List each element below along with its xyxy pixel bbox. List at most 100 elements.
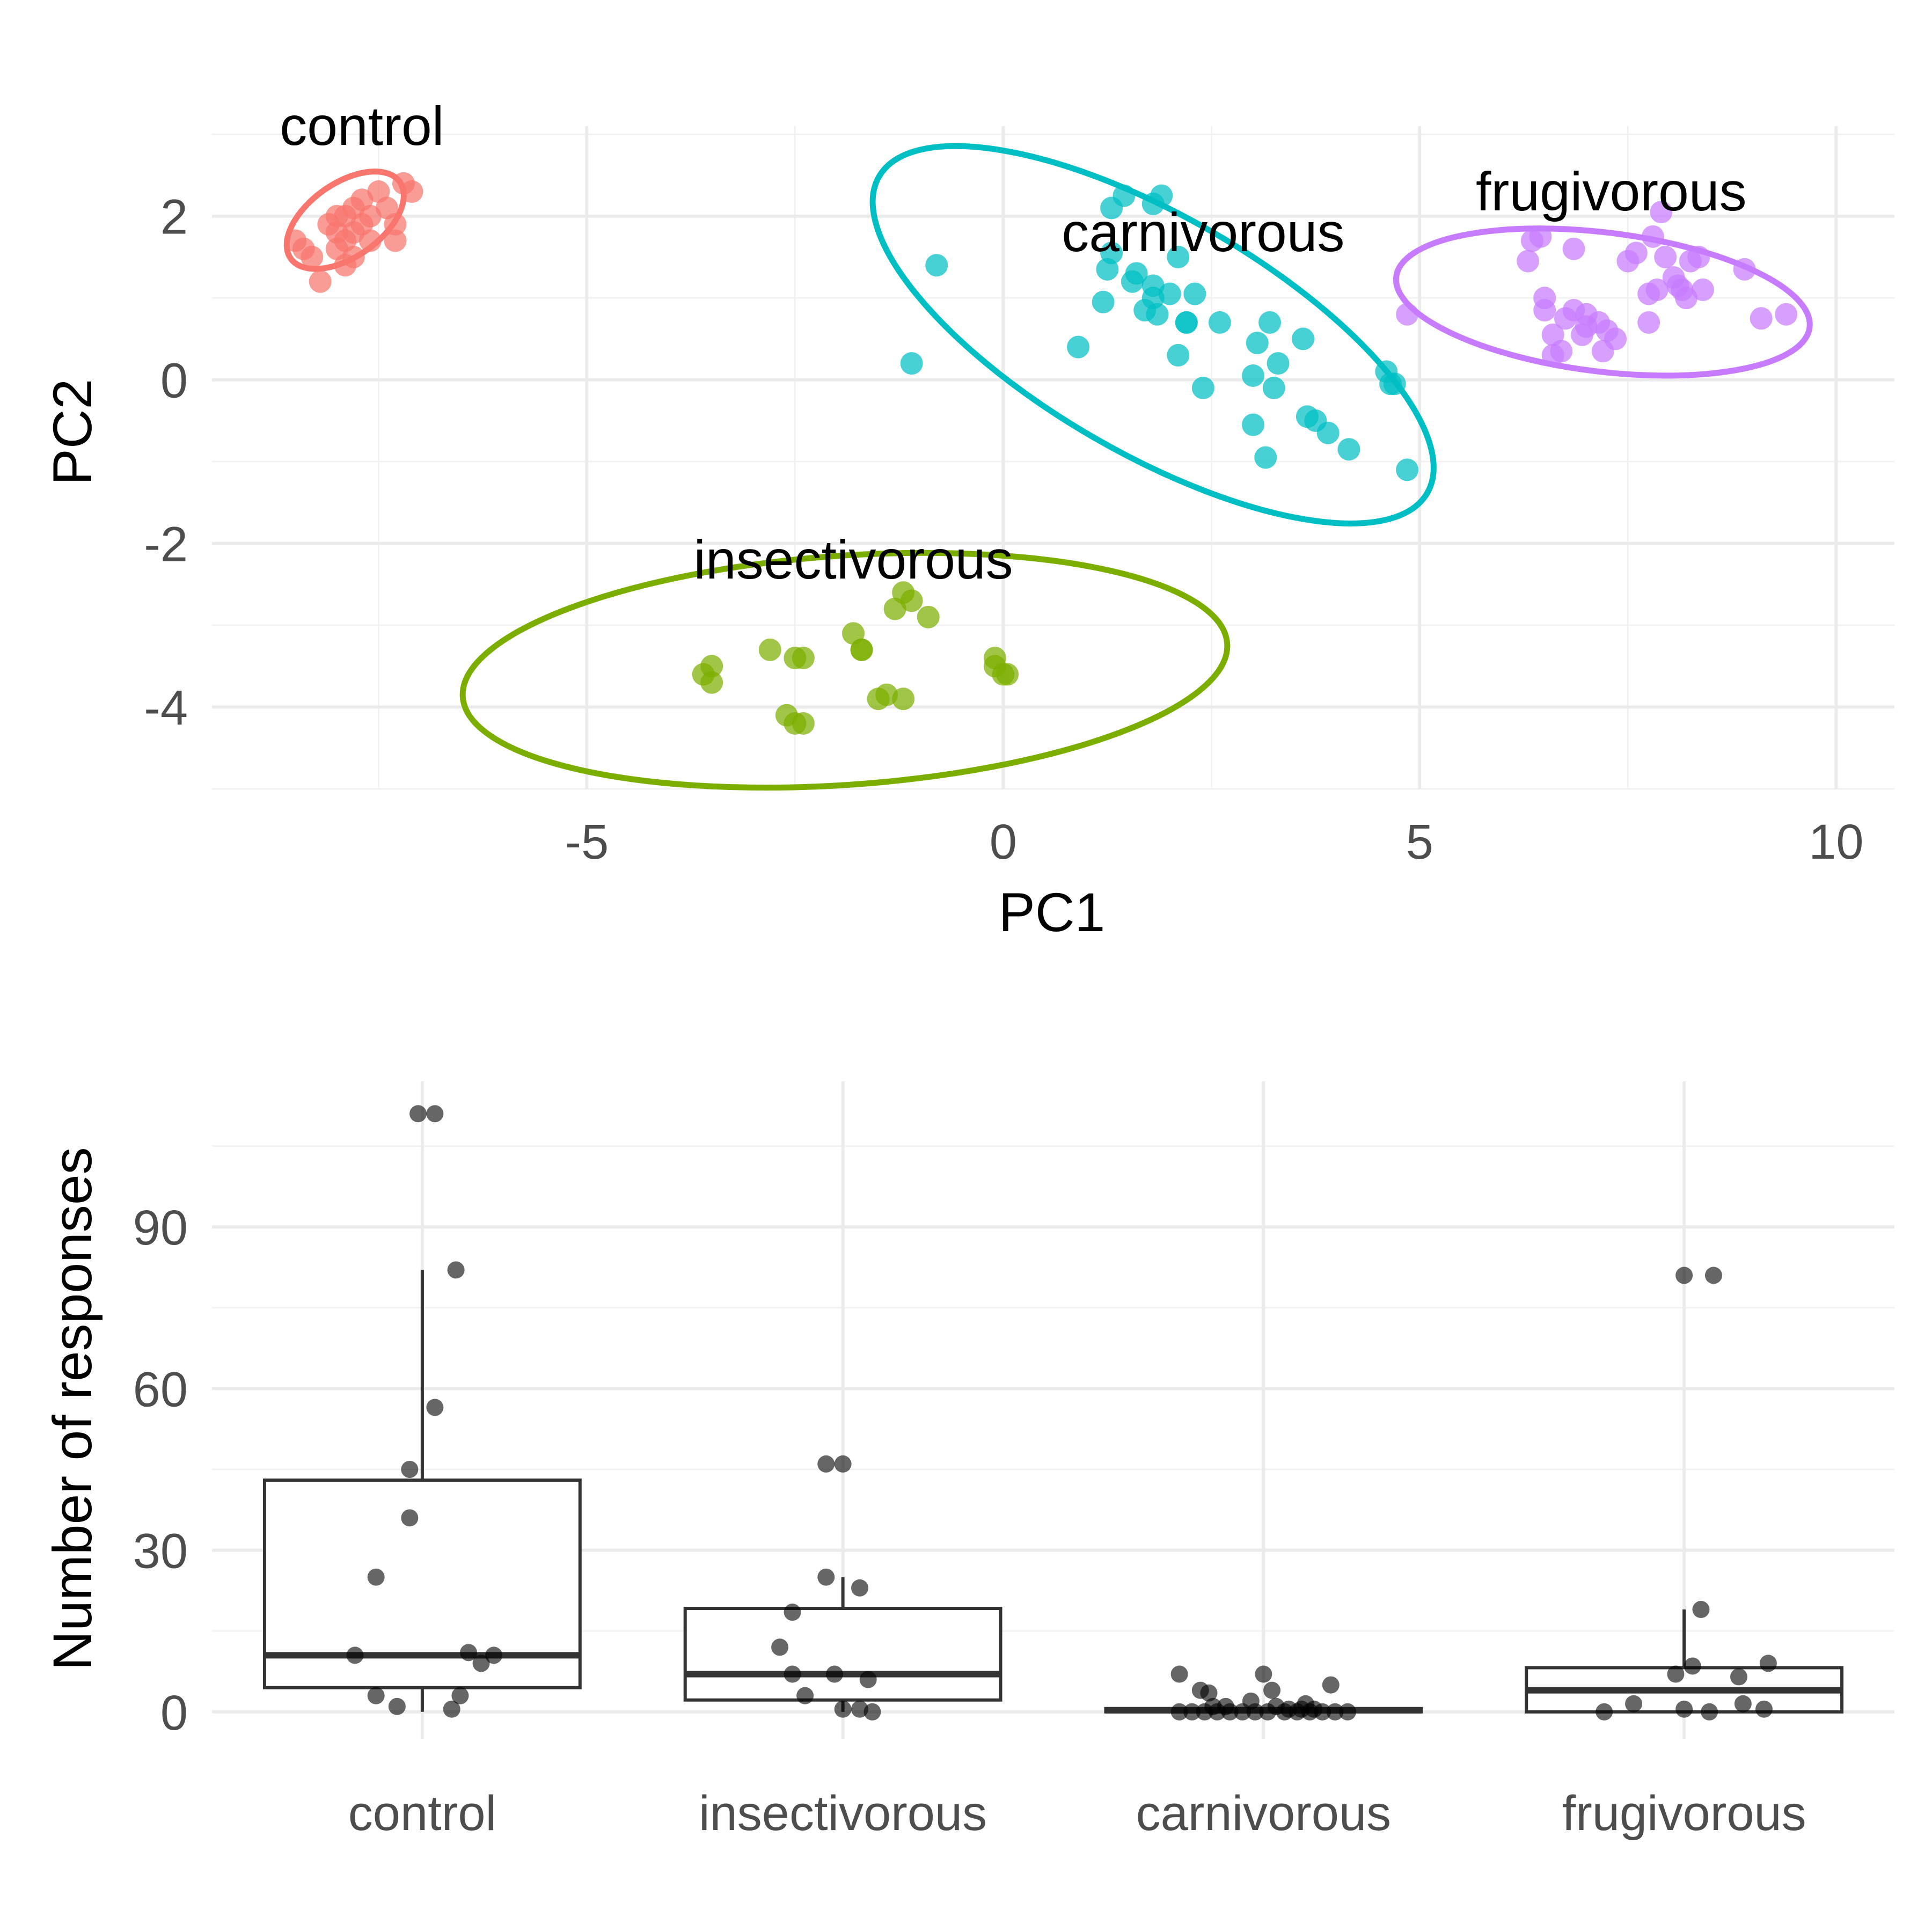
pca-y-tick-label: -2 [144,517,188,572]
jitter-point-frugivorous [1730,1668,1748,1686]
point-frugivorous [1533,299,1556,322]
point-carnivorous [1292,327,1315,350]
jitter-point-carnivorous [1292,1700,1310,1718]
jitter-point-carnivorous [1305,1700,1323,1718]
boxplot-x-tick-label: control [348,1786,496,1841]
point-carnivorous [1316,421,1340,444]
jitter-point-frugivorous [1667,1665,1685,1683]
jitter-point-carnivorous [1326,1703,1344,1721]
group-label-insectivorous: insectivorous [693,529,1013,590]
pca-x-tick-label: -5 [565,815,609,869]
jitter-point-carnivorous [1209,1703,1226,1721]
point-frugivorous [1604,327,1627,350]
point-carnivorous [1191,376,1214,399]
jitter-point-frugivorous [1692,1601,1710,1619]
boxplot-y-axis-title: Number of responses [42,1147,103,1670]
point-frugivorous [1675,287,1698,310]
point-carnivorous [1262,376,1285,399]
boxplot-panel: control insectivorous carnivorous frugivoro… [42,1081,1894,1841]
jitter-point-insectivorous [817,1568,835,1586]
boxplot-boxes [262,1270,1844,1714]
jitter-point-carnivorous [1259,1703,1277,1721]
pca-gridlines [212,126,1894,790]
point-carnivorous [1146,303,1169,326]
jitter-point-carnivorous [1263,1681,1281,1699]
jitter-point-frugivorous [1684,1657,1701,1675]
jitter-point-frugivorous [1701,1703,1718,1721]
point-frugivorous [1641,225,1664,248]
pca-scatter-panel: control insectivorous carnivorous frugivoro… [42,96,1894,943]
point-frugivorous [1650,201,1673,224]
point-frugivorous [1562,237,1585,260]
ellipse-carnivorous [869,143,1437,526]
pca-y-tick-label: -4 [144,681,188,736]
jitter-point-frugivorous [1675,1267,1693,1284]
boxplot-x-tick-labels: control insectivorous carnivorous frugivoro… [348,1786,1806,1841]
point-insectivorous [900,589,923,612]
point-carnivorous [1125,262,1148,285]
jitter-point-carnivorous [1322,1676,1340,1694]
pca-y-axis-title: PC2 [42,379,103,485]
point-insectivorous [700,671,723,694]
jitter-point-frugivorous [1734,1695,1752,1713]
point-carnivorous [1254,446,1277,469]
pca-x-tick-label: 5 [1406,815,1433,869]
point-frugivorous [1654,245,1677,268]
jitter-point-control [443,1700,460,1718]
jitter-point-control [447,1261,465,1279]
jitter-point-control [409,1105,427,1123]
jitter-point-control [401,1460,419,1478]
point-carnivorous [1092,290,1115,313]
boxplot-y-tick-label: 0 [160,1686,188,1740]
pca-y-tick-label: 2 [160,190,188,245]
pca-group-labels: control insectivorous carnivorous frugivoro… [280,96,1746,590]
jitter-point-frugivorous [1596,1703,1613,1721]
boxplot-y-tick-label: 90 [133,1201,188,1255]
pca-x-tick-labels: -5 0 5 10 [565,815,1863,869]
jitter-point-control [346,1646,364,1664]
point-frugivorous [1517,250,1540,273]
point-carnivorous [1113,184,1136,207]
pca-points [284,172,1798,735]
pca-x-tick-label: 0 [990,815,1017,869]
jitter-point-carnivorous [1170,1703,1188,1721]
jitter-point-insectivorous [834,1455,852,1473]
point-control [400,180,423,203]
point-frugivorous [1733,258,1756,281]
point-carnivorous [1175,311,1198,334]
point-control [309,270,332,293]
jitter-point-control [401,1509,419,1527]
boxplot-y-tick-labels: 0 30 60 90 [133,1201,188,1740]
jitter-point-insectivorous [796,1687,814,1704]
pca-y-tick-label: 0 [160,354,188,408]
jitter-point-control [426,1399,444,1416]
box-insectivorous [683,1607,1002,1702]
jitter-point-frugivorous [1675,1700,1693,1718]
point-frugivorous [1750,307,1773,330]
ellipse-frugivorous [1393,225,1813,379]
boxplot-jitter-points [346,1105,1777,1721]
point-carnivorous [1167,343,1190,367]
point-carnivorous [1258,311,1282,334]
boxplot-x-tick-label: frugivorous [1562,1786,1806,1841]
point-carnivorous [1167,245,1190,268]
jitter-point-carnivorous [1339,1703,1357,1721]
jitter-point-carnivorous [1255,1665,1272,1683]
point-carnivorous [900,352,923,375]
point-control [384,229,407,252]
jitter-point-control [367,1568,385,1586]
jitter-point-carnivorous [1170,1665,1188,1683]
point-insectivorous [996,663,1019,686]
point-carnivorous [1183,282,1206,305]
jitter-point-carnivorous [1246,1703,1264,1721]
point-control [384,213,407,236]
boxplot-y-tick-label: 60 [133,1362,188,1417]
jitter-point-control [367,1687,385,1704]
point-insectivorous [792,712,815,735]
point-carnivorous [1241,413,1264,436]
boxplot-y-tick-label: 30 [133,1524,188,1579]
jitter-point-insectivorous [771,1638,789,1656]
jitter-point-control [388,1697,406,1715]
jitter-point-insectivorous [825,1665,843,1683]
point-carnivorous [1241,364,1264,387]
